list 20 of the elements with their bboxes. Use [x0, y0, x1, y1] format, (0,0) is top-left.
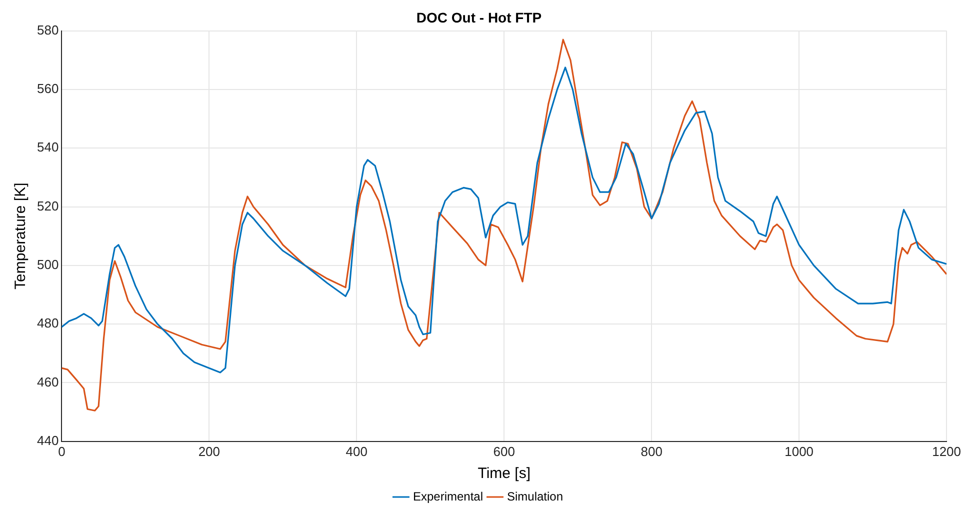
x-tick-label: 1000 [784, 444, 814, 459]
y-tick-label: 480 [36, 316, 59, 331]
x-tick-label: 400 [346, 444, 368, 459]
y-tick-label: 540 [36, 140, 59, 155]
y-tick-label: 440 [36, 432, 59, 448]
y-tick-label: 500 [36, 257, 59, 272]
x-tick-label: 0 [58, 444, 66, 459]
y-tick-label: 520 [36, 198, 59, 214]
legend-label: Simulation [507, 489, 564, 504]
y-axis-title: Temperature [K] [12, 182, 30, 290]
x-tick-label: 600 [493, 444, 515, 459]
chart-title: DOC Out - Hot FTP [416, 9, 542, 26]
y-tick-label: 560 [36, 81, 59, 96]
x-tick-label: 200 [198, 444, 220, 459]
y-tick-label: 460 [36, 374, 59, 390]
x-tick-label: 800 [640, 444, 662, 459]
y-tick-label: 580 [36, 22, 59, 38]
legend-label: Experimental [412, 489, 483, 504]
x-axis-title: Time [s] [478, 465, 531, 482]
x-tick-label: 1200 [932, 444, 961, 459]
